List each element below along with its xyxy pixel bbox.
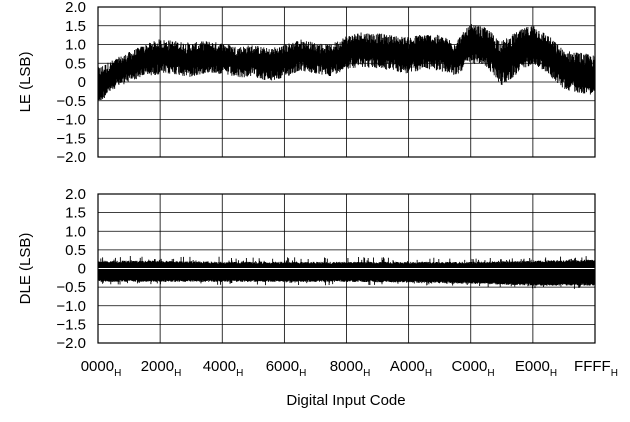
x-tick-label: C000H <box>451 358 494 379</box>
le-y-tick-label: 1.0 <box>65 37 86 54</box>
dle-panel: 2.0 1.51.0 0.5 0−0.5 −1.0−1.5 −2.0 DLE (LSB) <box>17 186 596 352</box>
le-y-axis-title: LE (LSB) <box>17 52 34 113</box>
le-y-tick-label: 0.5 <box>65 55 86 72</box>
dle-y-tick-label: −2.0 <box>56 335 86 352</box>
le-y-tick-label: −1.0 <box>56 112 86 129</box>
le-y-tick-label: −0.5 <box>56 93 86 110</box>
dle-y-tick-label: 0.5 <box>65 242 86 259</box>
x-axis-labels: 0000H 2000H 4000H 6000H 8000H A000H C000H E000H… <box>81 358 618 379</box>
le-plot-frame <box>97 6 596 158</box>
x-tick-label: FFFFH <box>574 358 618 379</box>
le-y-tick-label: 0 <box>78 74 86 91</box>
le-y-tick-label: 1.5 <box>65 18 86 35</box>
le-y-tick-label: −2.0 <box>56 149 86 166</box>
dle-y-axis-title: DLE (LSB) <box>17 233 34 305</box>
dle-y-tick-label: −0.5 <box>56 279 86 296</box>
dle-y-tick-label: 2.0 <box>65 186 86 203</box>
dle-y-tick-label: 0 <box>78 261 86 278</box>
x-tick-label: 6000H <box>266 358 307 379</box>
x-axis-title: Digital Input Code <box>286 392 405 409</box>
dle-y-tick-label: −1.0 <box>56 298 86 315</box>
le-grid <box>98 7 595 157</box>
x-tick-label: 0000H <box>81 358 122 379</box>
x-tick-label: A000H <box>390 358 432 379</box>
le-y-tick-label: −1.5 <box>56 130 86 147</box>
dle-y-tick-label: 1.5 <box>65 205 86 222</box>
dle-y-tick-label: 1.0 <box>65 223 86 240</box>
x-tick-label: E000H <box>515 358 557 379</box>
dle-plot-frame <box>97 193 596 344</box>
x-tick-label: 8000H <box>330 358 371 379</box>
le-y-tick-label: 2.0 <box>65 0 86 16</box>
dle-y-tick-label: −1.5 <box>56 316 86 333</box>
x-tick-label: 2000H <box>141 358 182 379</box>
le-panel: 2.0 1.5 1.00.5 0 −0.5 −1.0−1.5 −2.0 LE (LSB) <box>17 0 596 166</box>
x-tick-label: 4000H <box>203 358 244 379</box>
